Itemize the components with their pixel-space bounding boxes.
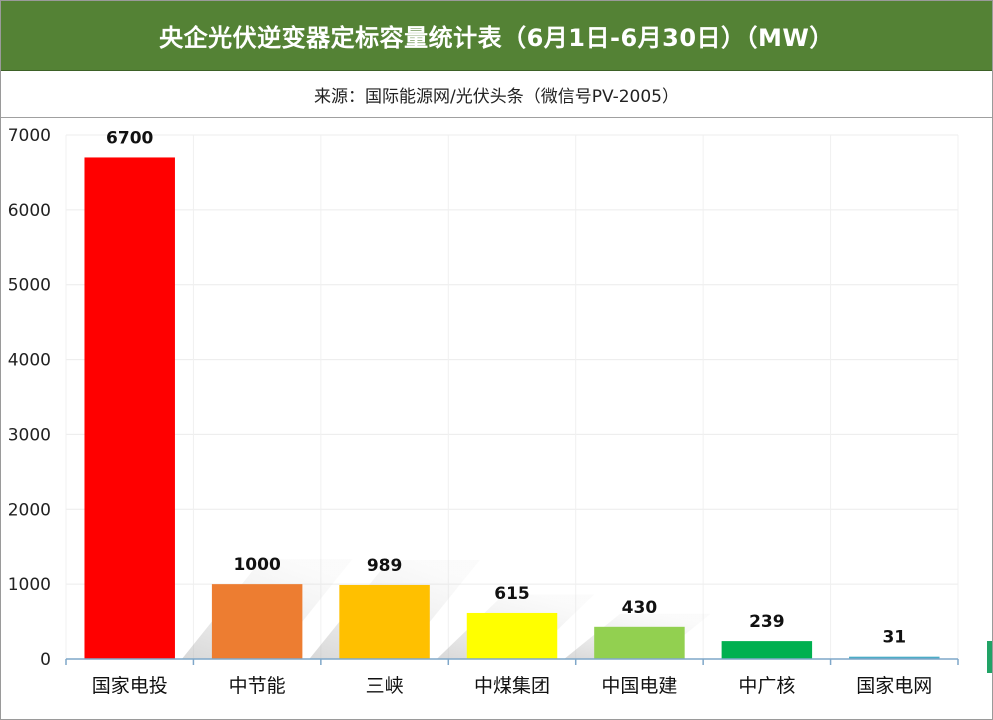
bar [339,584,430,659]
y-tick-label: 7000 [8,126,51,146]
y-tick-label: 3000 [8,425,51,445]
bar-chart: 6700 1000 989 615 430 239 31 0 1000 2000 3000 4000… [8,126,959,697]
bar [211,584,303,659]
data-label: 6700 [106,128,153,148]
bar [721,641,813,659]
y-tick-label: 0 [40,650,51,670]
right-edge-accent [987,641,992,673]
x-tick-label: 中节能 [229,675,286,697]
data-label: 615 [494,584,530,604]
x-tick-label: 国家电网 [856,675,932,697]
x-tick-label: 中煤集团 [474,675,550,697]
chart-source: 来源：国际能源网/光伏头条（微信号PV-2005） [1,71,992,118]
data-label: 989 [367,556,403,576]
bar [84,157,175,659]
chart-title: 央企光伏逆变器定标容量统计表（6月1日-6月30日）（MW） [1,1,992,71]
y-tick-label: 4000 [8,351,51,371]
bar [594,626,685,659]
y-tick-label: 1000 [8,575,51,595]
chart-area: 6700 1000 989 615 430 239 31 0 1000 2000 3000 4000… [1,118,992,719]
data-label: 430 [622,598,658,618]
bar [849,656,940,659]
x-tick-label: 中广核 [738,675,795,697]
x-tick-label: 三峡 [366,675,404,697]
x-tick-label: 中国电建 [601,675,677,697]
bar [466,612,558,659]
data-label: 1000 [233,555,280,575]
data-label: 31 [882,628,906,648]
data-label: 239 [749,612,785,632]
x-tick-label: 国家电投 [92,675,168,697]
y-tick-label: 2000 [8,500,51,520]
y-tick-label: 6000 [8,201,51,221]
y-tick-label: 5000 [8,276,51,296]
